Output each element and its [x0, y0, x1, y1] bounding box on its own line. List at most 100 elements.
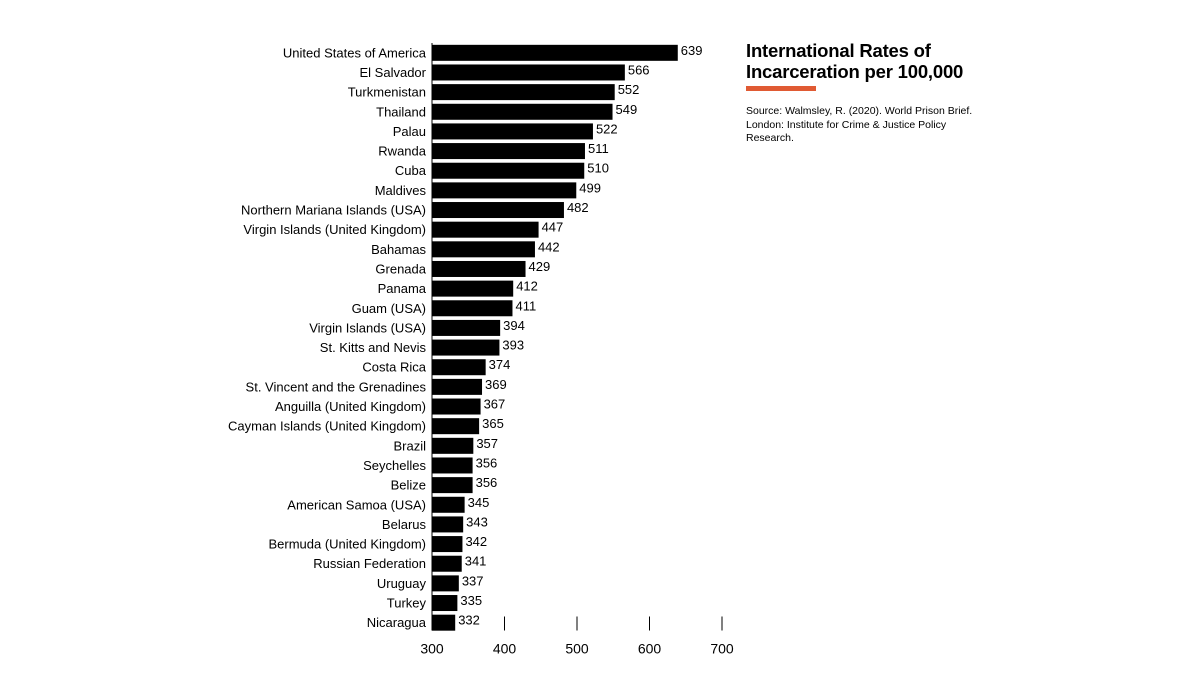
source-note: Source: Walmsley, R. (2020). World Priso…: [746, 105, 973, 144]
category-label: Guam (USA): [352, 301, 426, 316]
category-label: Belarus: [382, 517, 427, 532]
category-label: Virgin Islands (USA): [309, 320, 426, 335]
bar: [432, 280, 514, 297]
category-label: American Samoa (USA): [287, 497, 426, 512]
bar: [432, 44, 678, 61]
bar: [432, 614, 456, 631]
bar: [432, 123, 593, 140]
bar: [432, 595, 458, 612]
value-label: 394: [503, 318, 525, 333]
value-label: 442: [538, 239, 560, 254]
bar: [432, 300, 513, 317]
x-tick-label: 500: [565, 641, 589, 657]
value-label: 552: [618, 82, 640, 97]
value-label: 412: [516, 279, 538, 294]
value-label: 429: [529, 259, 551, 274]
value-label: 356: [476, 455, 498, 470]
bar: [432, 398, 481, 415]
value-label: 365: [482, 416, 504, 431]
category-label: Panama: [378, 281, 427, 296]
value-label: 367: [484, 397, 506, 412]
value-label: 374: [489, 357, 511, 372]
value-label: 343: [466, 514, 488, 529]
category-label: Seychelles: [363, 458, 426, 473]
category-label: Anguilla (United Kingdom): [275, 399, 426, 414]
value-label: 393: [502, 338, 524, 353]
bar: [432, 575, 459, 592]
value-label: 511: [588, 141, 609, 156]
bar: [432, 182, 577, 199]
value-label: 341: [465, 554, 487, 569]
title-block: International Rates of Incarceration per…: [746, 40, 1006, 146]
category-label: Rwanda: [378, 144, 426, 159]
category-label: Brazil: [393, 438, 426, 453]
bar: [432, 319, 501, 336]
value-label: 369: [485, 377, 507, 392]
category-label: El Salvador: [360, 65, 427, 80]
bar: [432, 143, 585, 160]
x-tick-label: 700: [710, 641, 734, 657]
bar: [432, 496, 465, 513]
bar: [432, 241, 535, 258]
category-label: Virgin Islands (United Kingdom): [243, 222, 426, 237]
value-label: 411: [515, 298, 536, 313]
category-label: Cuba: [395, 163, 427, 178]
category-label: Bahamas: [371, 242, 426, 257]
category-label: Palau: [393, 124, 426, 139]
value-label: 342: [465, 534, 487, 549]
bar: [432, 221, 539, 238]
value-label: 549: [616, 102, 638, 117]
chart-title: International Rates of Incarceration per…: [746, 40, 964, 82]
category-label: Belize: [391, 478, 426, 493]
bar: [432, 516, 464, 533]
category-label: United States of America: [283, 45, 427, 60]
category-label: Grenada: [375, 261, 426, 276]
value-label: 522: [596, 121, 618, 136]
bar: [432, 536, 463, 553]
category-label: Thailand: [376, 104, 426, 119]
value-label: 447: [542, 220, 564, 235]
bar: [432, 457, 473, 474]
value-label: 499: [579, 180, 601, 195]
category-label: Turkmenistan: [348, 85, 426, 100]
bar: [432, 378, 483, 395]
x-tick-label: 300: [420, 641, 444, 657]
bar: [432, 437, 474, 454]
category-label: Turkey: [387, 596, 427, 611]
category-label: St. Vincent and the Grenadines: [246, 379, 427, 394]
category-label: Cayman Islands (United Kingdom): [228, 419, 426, 434]
value-label: 332: [458, 613, 480, 628]
bar: [432, 555, 462, 572]
title-accent-bar: [746, 86, 816, 91]
category-label: Costa Rica: [362, 360, 426, 375]
value-label: 357: [476, 436, 498, 451]
value-label: 639: [681, 43, 703, 58]
x-tick-label: 600: [638, 641, 662, 657]
bar: [432, 418, 480, 435]
value-label: 337: [462, 573, 484, 588]
bar: [432, 162, 585, 179]
category-label: Nicaragua: [367, 615, 427, 630]
bar: [432, 339, 500, 356]
bar: [432, 103, 613, 120]
category-label: Bermuda (United Kingdom): [268, 537, 426, 552]
value-label: 345: [468, 495, 490, 510]
value-label: 566: [628, 62, 650, 77]
bar: [432, 359, 486, 376]
bar: [432, 202, 564, 219]
value-label: 510: [587, 161, 609, 176]
value-label: 356: [476, 475, 498, 490]
bar: [432, 477, 473, 494]
bar: [432, 64, 625, 81]
category-label: Northern Mariana Islands (USA): [241, 203, 426, 218]
category-label: Uruguay: [377, 576, 427, 591]
category-label: St. Kitts and Nevis: [320, 340, 427, 355]
value-label: 482: [567, 200, 589, 215]
category-label: Russian Federation: [313, 556, 426, 571]
x-tick-label: 400: [493, 641, 517, 657]
bar: [432, 84, 615, 101]
bar: [432, 260, 526, 277]
category-label: Maldives: [375, 183, 427, 198]
value-label: 335: [460, 593, 482, 608]
